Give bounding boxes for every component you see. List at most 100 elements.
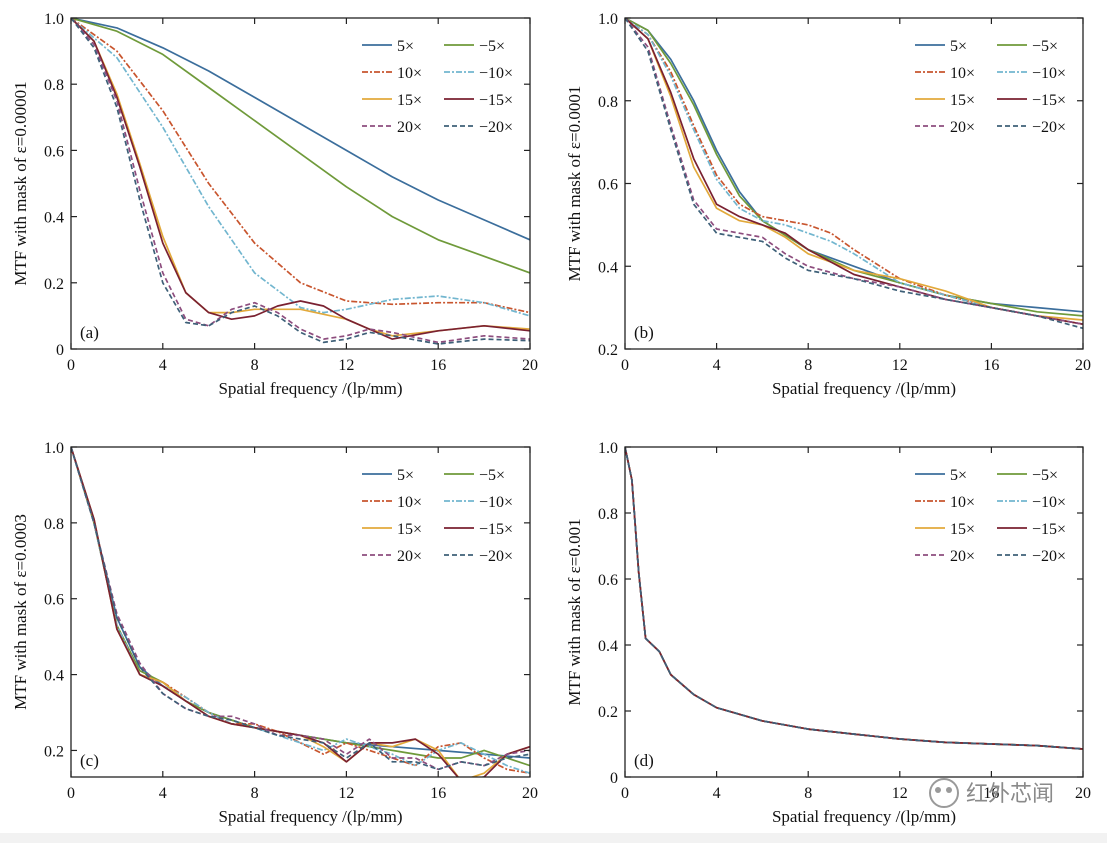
panel-label: (c) [80, 751, 99, 770]
y-tick-label: 0.4 [44, 668, 64, 685]
x-tick-label: 0 [621, 785, 629, 802]
legend-label: −10× [479, 494, 513, 511]
series-line [71, 18, 530, 345]
legend-label: 5× [397, 467, 414, 484]
y-tick-label: 0.2 [598, 342, 618, 359]
x-tick-label: 8 [251, 785, 259, 802]
legend-label: −20× [1032, 119, 1066, 136]
x-tick-label: 20 [522, 357, 538, 374]
y-tick-label: 0.2 [44, 276, 64, 293]
legend-label: 15× [950, 92, 975, 109]
x-tick-label: 20 [1075, 357, 1091, 374]
legend-label: 20× [950, 548, 975, 565]
y-tick-label: 1.0 [44, 440, 64, 457]
legend-label: 10× [950, 494, 975, 511]
x-tick-label: 20 [1075, 785, 1091, 802]
legend-label: −10× [1032, 65, 1066, 82]
y-tick-label: 0.8 [598, 506, 618, 523]
x-tick-label: 16 [430, 785, 446, 802]
series-line [71, 18, 530, 317]
series-lines [625, 18, 1083, 330]
y-axis-label: MTF with mask of ε=0.0003 [11, 514, 30, 710]
legend-label: 15× [950, 521, 975, 538]
y-tick-label: 1.0 [44, 11, 64, 28]
series-line [625, 18, 1083, 326]
x-axis-label: Spatial frequency /(lp/mm) [772, 379, 956, 398]
y-tick-label: 0.6 [598, 572, 618, 589]
x-tick-label: 0 [67, 357, 75, 374]
y-tick-label: 0.4 [598, 259, 618, 276]
x-tick-label: 12 [338, 357, 354, 374]
x-axis-label: Spatial frequency /(lp/mm) [218, 379, 402, 398]
x-axis-label: Spatial frequency /(lp/mm) [218, 807, 402, 826]
legend: 5× −5× 10× −10× 15× −15× 20× −20× [362, 38, 513, 136]
x-tick-label: 8 [804, 785, 812, 802]
y-tick-label: 0 [610, 770, 618, 787]
plot-frame [624, 446, 1084, 778]
panel-c: 0 4 8 12 16 20 0.2 0.4 0.6 0.8 1.0 Spatial frequenc… [11, 440, 538, 826]
x-tick-label: 16 [983, 785, 999, 802]
y-tick-label: 0.6 [598, 177, 618, 194]
legend-label: 5× [950, 38, 967, 55]
x-tick-label: 12 [892, 357, 908, 374]
y-tick-label: 0.8 [598, 94, 618, 111]
plot-frame [70, 17, 531, 350]
plot-frame [70, 446, 531, 778]
x-tick-label: 0 [621, 357, 629, 374]
legend-label: 20× [397, 548, 422, 565]
x-axis-label: Spatial frequency /(lp/mm) [772, 807, 956, 826]
series-line [625, 447, 1083, 750]
legend-label: −10× [1032, 494, 1066, 511]
series-line [71, 447, 530, 775]
series-lines [71, 18, 530, 345]
series-line [71, 447, 530, 775]
x-tick-label: 8 [804, 357, 812, 374]
y-axis-label: MTF with mask of ε=0.001 [565, 518, 584, 705]
series-line [71, 18, 530, 337]
series-line [625, 18, 1083, 330]
series-line [71, 18, 530, 344]
series-line [625, 18, 1083, 321]
series-line [71, 447, 530, 771]
y-tick-label: 0.2 [44, 743, 64, 760]
bottom-strip [0, 833, 1107, 843]
panel-label: (d) [634, 751, 654, 770]
series-line [625, 18, 1083, 326]
legend-label: −5× [479, 38, 505, 55]
y-tick-label: 0 [56, 342, 64, 359]
legend-label: 20× [950, 119, 975, 136]
x-tick-label: 8 [251, 357, 259, 374]
legend-label: 10× [950, 65, 975, 82]
legend-label: −20× [479, 119, 513, 136]
panel-label: (b) [634, 323, 654, 342]
legend-label: −15× [1032, 521, 1066, 538]
x-tick-label: 4 [713, 357, 721, 374]
legend-label: −20× [1032, 548, 1066, 565]
legend-label: 15× [397, 92, 422, 109]
series-line [625, 18, 1083, 317]
y-tick-label: 1.0 [598, 440, 618, 457]
legend: 5× −5× 10× −10× 15× −15× 20× −20× [915, 467, 1066, 565]
y-tick-label: 1.0 [598, 11, 618, 28]
legend-label: −5× [479, 467, 505, 484]
y-tick-label: 0.4 [598, 638, 618, 655]
legend-label: −10× [479, 65, 513, 82]
panel-b: 0 4 8 12 16 20 0.2 0.4 0.6 0.8 1.0 Spatial frequenc… [565, 11, 1091, 398]
panel-d: 0 4 8 12 16 20 0 0.2 0.4 0.6 0.8 1.0 Spatial frequen… [565, 440, 1091, 826]
watermark: 红外芯闻 [929, 778, 1054, 808]
x-tick-label: 16 [430, 357, 446, 374]
legend: 5× −5× 10× −10× 15× −15× 20× −20× [915, 38, 1066, 136]
x-tick-label: 12 [892, 785, 908, 802]
x-tick-label: 4 [159, 785, 167, 802]
panel-label: (a) [80, 323, 99, 342]
legend-label: −5× [1032, 467, 1058, 484]
legend-label: −5× [1032, 38, 1058, 55]
y-tick-label: 0.8 [44, 77, 64, 94]
legend-label: 10× [397, 65, 422, 82]
x-tick-label: 16 [983, 357, 999, 374]
x-tick-label: 4 [159, 357, 167, 374]
y-tick-label: 0.6 [44, 143, 64, 160]
y-axis-label: MTF with mask of ε=0.0001 [565, 86, 584, 282]
legend-label: 20× [397, 119, 422, 136]
x-tick-label: 12 [338, 785, 354, 802]
